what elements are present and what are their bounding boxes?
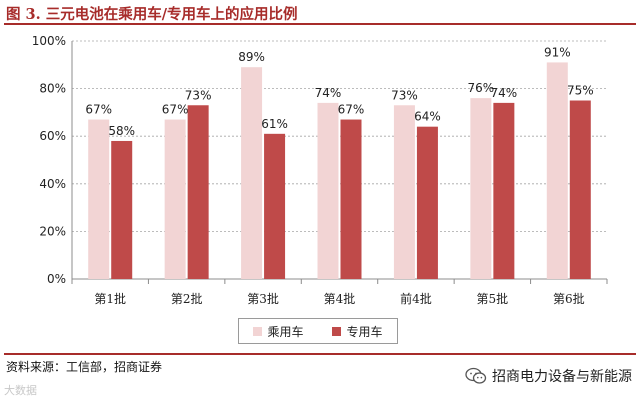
bar-series-1: [470, 98, 492, 280]
account-name: 招商电力设备与新能源: [492, 369, 632, 385]
y-tick-label: 100%: [32, 34, 66, 48]
bar-series-1: [546, 62, 568, 279]
data-label-series-1: 76%: [468, 81, 495, 95]
x-tick-label: 第6批: [553, 291, 585, 306]
bar-series-1: [88, 119, 110, 279]
y-tick-label: 0%: [47, 272, 66, 286]
data-label-series-1: 74%: [315, 86, 342, 100]
x-tick-label: 第4批: [324, 291, 356, 306]
bar-series-2: [111, 140, 133, 279]
watermark-text: 大数据: [4, 384, 37, 397]
legend-label-series-2: 专用车: [346, 324, 383, 339]
bar-chart: 0%20%40%60%80%100%第1批67%58%第2批67%73%第3批8…: [32, 34, 608, 306]
legend-swatch-series-2: [332, 326, 342, 336]
title-rule: [4, 23, 636, 25]
data-label-series-1: 67%: [162, 103, 189, 117]
data-label-series-2: 74%: [491, 86, 518, 100]
bar-series-1: [393, 105, 415, 279]
data-label-series-2: 58%: [108, 124, 135, 138]
chart-title: 图 3. 三元电池在乘用车/专用车上的应用比例: [6, 6, 298, 23]
y-tick-label: 60%: [39, 129, 66, 143]
bar-series-2: [416, 126, 438, 280]
x-tick-label: 第5批: [477, 291, 509, 306]
chart-legend: 乘用车 专用车: [238, 318, 398, 344]
data-label-series-1: 73%: [391, 88, 418, 102]
bar-series-1: [317, 102, 339, 279]
data-label-series-1: 89%: [238, 50, 265, 64]
legend-item-series-1: 乘用车: [253, 323, 304, 340]
bar-series-2: [187, 105, 209, 279]
legend-item-series-2: 专用车: [332, 323, 383, 340]
data-label-series-2: 75%: [567, 84, 594, 98]
bar-series-1: [241, 67, 263, 280]
data-label-series-2: 61%: [261, 117, 288, 131]
y-tick-label: 20%: [39, 224, 66, 238]
data-label-series-1: 91%: [544, 45, 571, 59]
legend-swatch-series-1: [253, 326, 263, 336]
bar-series-2: [340, 119, 362, 279]
bar-series-2: [569, 100, 591, 279]
x-tick-label: 第1批: [94, 291, 126, 306]
data-label-series-2: 73%: [185, 88, 212, 102]
wechat-icon: [465, 367, 487, 384]
bar-series-1: [164, 119, 186, 279]
bar-series-2: [493, 102, 515, 279]
data-label-series-2: 64%: [414, 110, 441, 124]
bar-series-2: [264, 133, 286, 279]
y-tick-label: 40%: [39, 177, 66, 191]
x-tick-label: 前4批: [400, 291, 432, 306]
legend-label-series-1: 乘用车: [267, 324, 304, 339]
source-note: 资料来源：工信部，招商证券: [6, 360, 163, 374]
footer-rule: [4, 353, 636, 355]
data-label-series-1: 67%: [85, 103, 112, 117]
x-tick-label: 第2批: [171, 291, 203, 306]
x-tick-label: 第3批: [247, 291, 279, 306]
y-tick-label: 80%: [39, 82, 66, 96]
data-label-series-2: 67%: [338, 103, 365, 117]
account-badge: 招商电力设备与新能源: [465, 366, 632, 386]
